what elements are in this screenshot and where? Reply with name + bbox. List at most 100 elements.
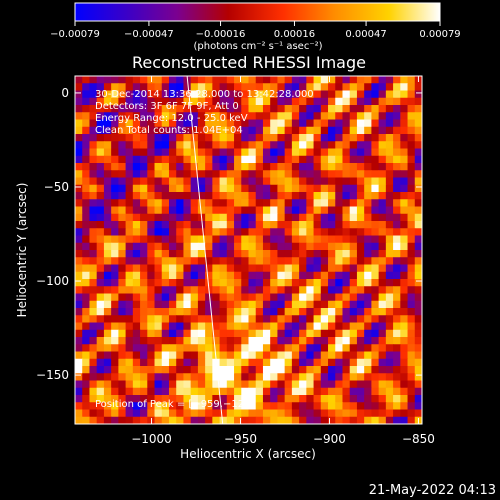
heatmap-cell bbox=[320, 416, 329, 424]
heatmap-cell bbox=[299, 105, 307, 113]
heatmap-cell bbox=[299, 351, 307, 360]
heatmap-cell bbox=[364, 83, 372, 91]
heatmap-cell bbox=[168, 192, 177, 200]
heatmap-cell bbox=[299, 300, 307, 309]
heatmap-cell bbox=[407, 286, 416, 294]
heatmap-cell bbox=[118, 315, 127, 323]
heatmap-cell bbox=[299, 329, 307, 338]
heatmap-cell bbox=[132, 315, 141, 323]
heatmap-cell bbox=[349, 155, 358, 164]
heatmap-cell bbox=[349, 184, 358, 193]
heatmap-cell bbox=[190, 351, 199, 360]
heatmap-cell bbox=[378, 76, 387, 84]
heatmap-cell bbox=[161, 192, 170, 200]
heatmap-cell bbox=[385, 271, 394, 280]
heatmap-cell bbox=[356, 177, 365, 186]
heatmap-cell bbox=[393, 250, 401, 258]
heatmap-cell bbox=[234, 76, 242, 84]
heatmap-cell bbox=[407, 228, 416, 236]
heatmap-cell bbox=[96, 170, 105, 178]
heatmap-cell bbox=[226, 358, 235, 367]
heatmap-cell bbox=[183, 358, 192, 367]
heatmap-cell bbox=[262, 90, 271, 99]
heatmap-cell bbox=[306, 416, 315, 424]
heatmap-cell bbox=[103, 199, 112, 207]
heatmap-cell bbox=[255, 315, 264, 323]
heatmap-cell bbox=[393, 416, 401, 424]
heatmap-cell bbox=[270, 380, 278, 389]
heatmap-cell bbox=[140, 199, 148, 207]
heatmap-cell bbox=[349, 163, 358, 171]
heatmap-cell bbox=[291, 163, 300, 171]
heatmap-cell bbox=[241, 373, 249, 381]
heatmap-cell bbox=[407, 322, 416, 331]
heatmap-cell bbox=[161, 286, 170, 294]
heatmap-cell bbox=[132, 366, 141, 374]
heatmap-cell bbox=[161, 329, 170, 338]
heatmap-cell bbox=[226, 402, 235, 410]
heatmap-cell bbox=[342, 228, 351, 236]
heatmap-cell bbox=[284, 264, 293, 273]
heatmap-cell bbox=[111, 358, 119, 367]
heatmap-cell bbox=[248, 177, 257, 186]
heatmap-cell bbox=[212, 257, 221, 265]
heatmap-cell bbox=[190, 206, 199, 215]
heatmap-cell bbox=[147, 184, 156, 193]
heatmap-cell bbox=[371, 184, 380, 193]
heatmap-cell bbox=[378, 206, 387, 215]
heatmap-cell bbox=[75, 177, 83, 186]
heatmap-cell bbox=[161, 300, 170, 309]
heatmap-cell bbox=[154, 148, 163, 157]
heatmap-cell bbox=[140, 184, 148, 193]
heatmap-cell bbox=[291, 329, 300, 338]
heatmap-cell bbox=[89, 90, 98, 99]
heatmap-cell bbox=[132, 293, 141, 302]
heatmap-cell bbox=[291, 242, 300, 251]
heatmap-cell bbox=[241, 329, 249, 338]
heatmap-cell bbox=[320, 308, 329, 316]
heatmap-cell bbox=[183, 90, 192, 99]
heatmap-cell bbox=[378, 300, 387, 309]
heatmap-cell bbox=[313, 387, 322, 396]
heatmap-cell bbox=[125, 300, 134, 309]
heatmap-cell bbox=[168, 373, 177, 381]
heatmap-cell bbox=[183, 286, 192, 294]
heatmap-cell bbox=[219, 105, 228, 113]
heatmap-cell bbox=[393, 242, 401, 251]
heatmap-cell bbox=[270, 134, 278, 142]
heatmap-cell bbox=[255, 344, 264, 352]
heatmap-cell bbox=[205, 90, 213, 99]
heatmap-cell bbox=[299, 402, 307, 410]
heatmap-cell bbox=[342, 221, 351, 229]
heatmap-cell bbox=[168, 228, 177, 236]
heatmap-cell bbox=[125, 242, 134, 251]
heatmap-cell bbox=[161, 358, 170, 367]
heatmap-cell bbox=[414, 221, 422, 229]
heatmap-cell bbox=[364, 90, 372, 99]
heatmap-cell bbox=[400, 337, 409, 345]
heatmap-cell bbox=[176, 315, 184, 323]
heatmap-cell bbox=[154, 199, 163, 207]
heatmap-cell bbox=[241, 264, 249, 273]
heatmap-cell bbox=[154, 213, 163, 222]
heatmap-cell bbox=[349, 76, 358, 84]
heatmap-cell bbox=[299, 279, 307, 287]
heatmap-cell bbox=[255, 358, 264, 367]
heatmap-cell bbox=[393, 264, 401, 273]
heatmap-cell bbox=[291, 293, 300, 302]
heatmap-cell bbox=[241, 83, 249, 91]
heatmap-cell bbox=[385, 337, 394, 345]
heatmap-cell bbox=[161, 148, 170, 157]
heatmap-cell bbox=[414, 308, 422, 316]
heatmap-cell bbox=[328, 373, 336, 381]
heatmap-cell bbox=[400, 344, 409, 352]
heatmap-cell bbox=[241, 308, 249, 316]
heatmap-cell bbox=[400, 257, 409, 265]
heatmap-cell bbox=[183, 300, 192, 309]
heatmap-cell bbox=[118, 366, 127, 374]
chart-title: Reconstructed RHESSI Image bbox=[132, 53, 366, 72]
heatmap-cell bbox=[176, 322, 184, 331]
heatmap-cell bbox=[277, 344, 286, 352]
heatmap-cell bbox=[414, 409, 422, 418]
